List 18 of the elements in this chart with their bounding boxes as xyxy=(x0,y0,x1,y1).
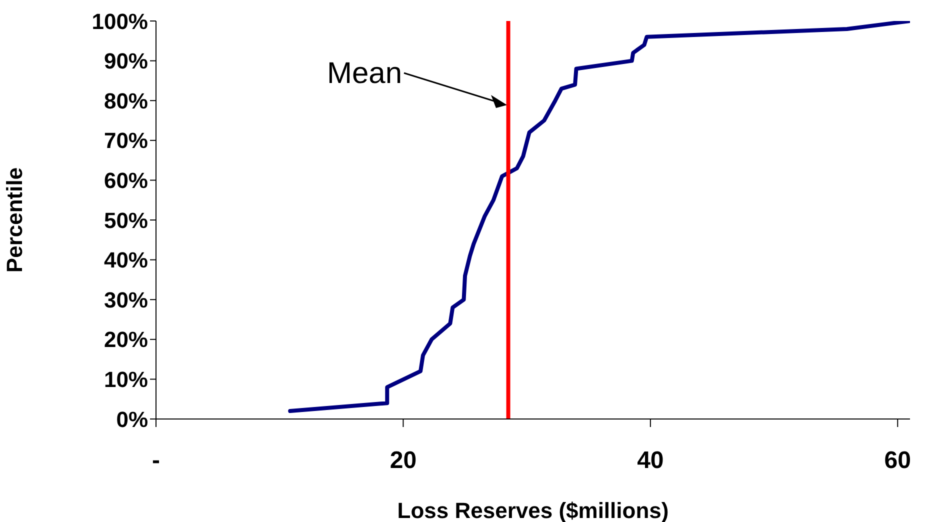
y-tick-label: 50% xyxy=(104,208,148,233)
y-tick-label: 20% xyxy=(104,327,148,352)
x-tick-label: - xyxy=(152,447,160,474)
line-series xyxy=(288,21,910,414)
y-tick-label: 70% xyxy=(104,128,148,154)
y-tick-label: 80% xyxy=(104,88,148,114)
x-tick-label: 20 xyxy=(390,447,417,474)
y-tick-label: 100% xyxy=(92,8,148,34)
annotation: Mean xyxy=(326,57,402,90)
y-tick-label: 90% xyxy=(104,48,148,74)
y-tick-label: 40% xyxy=(104,248,148,273)
y-axis-title: Percentile xyxy=(2,167,27,273)
x-tick-label: 60 xyxy=(884,447,911,474)
x-tick-label: 40 xyxy=(637,447,664,474)
y-tick-label: 60% xyxy=(104,168,148,194)
y-tick-label: 30% xyxy=(104,287,148,312)
y-tick-label: 10% xyxy=(104,367,148,392)
y-tick-label: 0% xyxy=(116,406,148,432)
